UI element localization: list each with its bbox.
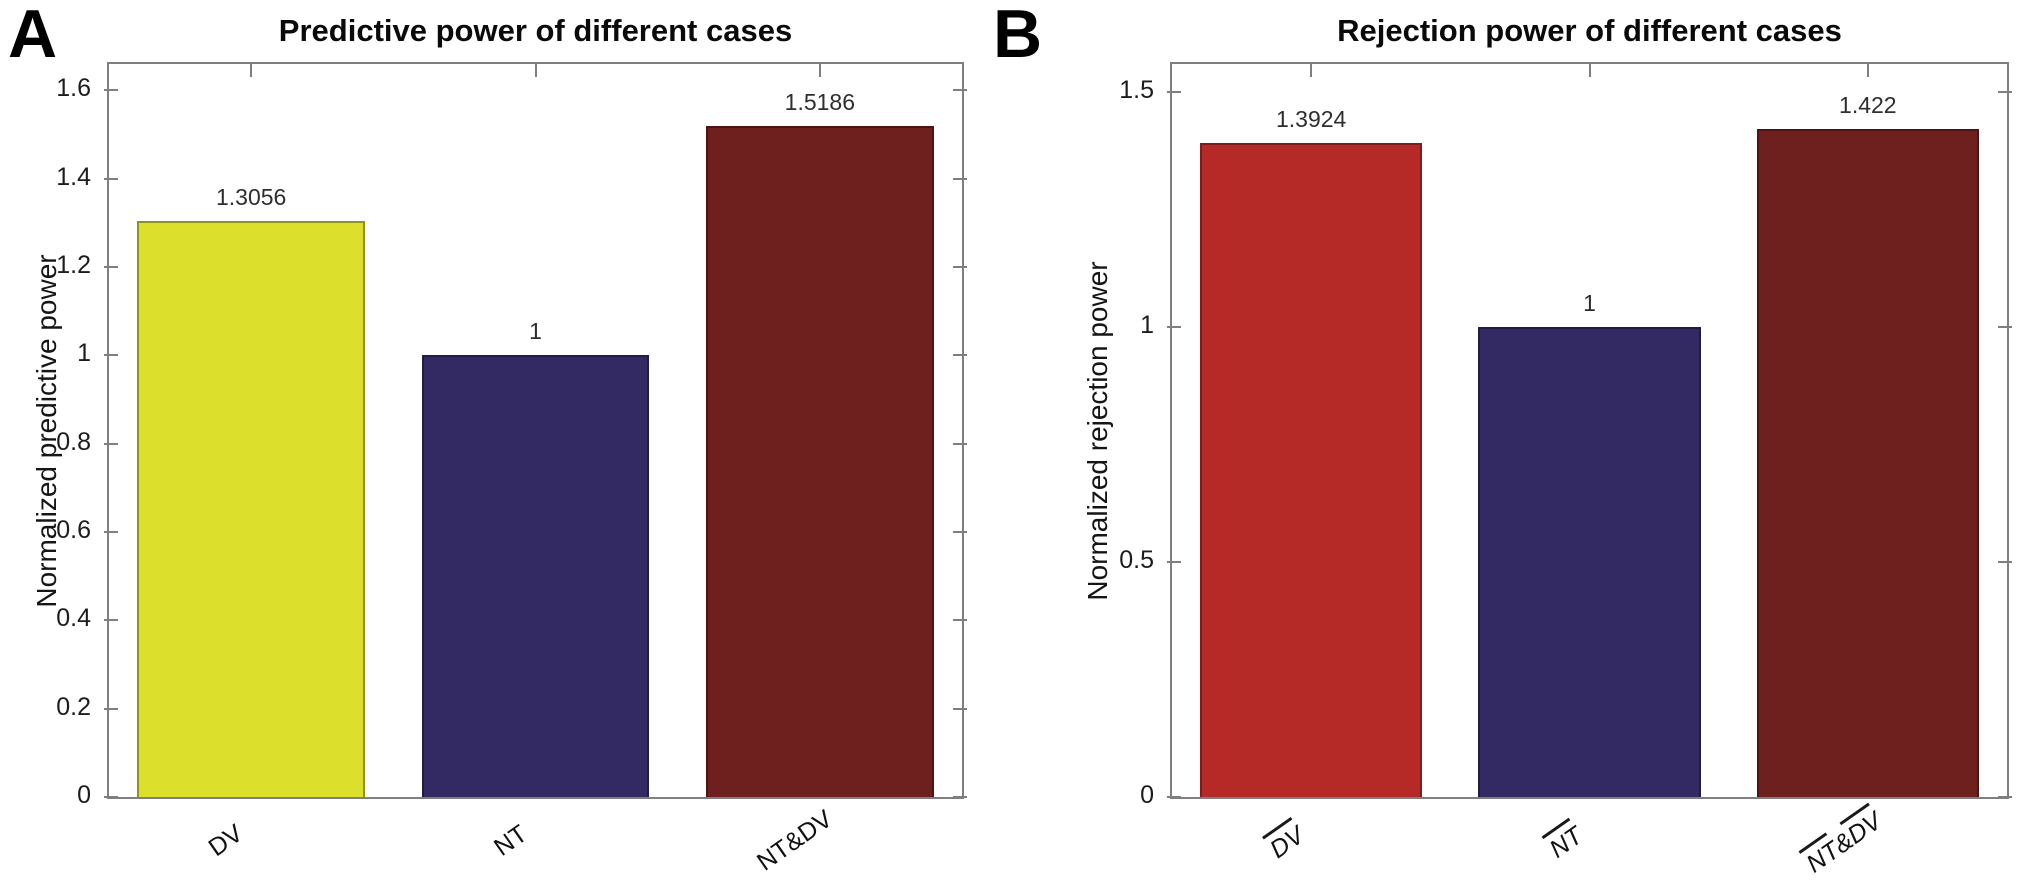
y-axis-tick-mark — [1167, 561, 1181, 564]
bar-value-label: 1 — [529, 318, 542, 345]
y-axis-tick-mark — [104, 619, 118, 622]
y-tick-label: 1.2 — [56, 251, 91, 280]
x-axis-tick-mark — [1310, 64, 1313, 77]
y-axis-tick-mark — [953, 619, 967, 622]
y-axis-tick-mark — [104, 796, 118, 798]
y-axis-tick-mark — [1167, 326, 1181, 329]
panel-b-letter: B — [993, 0, 1042, 72]
panel-a-letter: A — [8, 0, 57, 72]
y-axis-tick-mark — [104, 707, 118, 710]
bar — [706, 126, 934, 797]
x-tick-segment-overlined: DV — [1262, 817, 1311, 865]
y-tick-label: 0.5 — [1119, 546, 1154, 575]
bar — [1756, 128, 1980, 797]
y-axis-tick-mark — [1167, 796, 1181, 798]
panel-b-plot-area: Rejection power of different cases Norma… — [1082, 13, 2012, 880]
bar — [137, 220, 365, 797]
x-axis-tick-mark — [1866, 64, 1869, 77]
y-axis-tick-mark — [1998, 561, 2012, 564]
y-tick-label: 0.8 — [56, 427, 91, 456]
y-axis-tick-mark — [953, 442, 967, 445]
panel-b-title: Rejection power of different cases — [1337, 13, 1842, 48]
x-tick-label: DV — [1262, 817, 1311, 865]
x-axis-tick-mark — [1588, 64, 1591, 77]
panel-a-plot-area: Predictive power of different cases Norm… — [31, 13, 967, 876]
y-axis-tick-mark — [953, 707, 967, 710]
x-tick-label: NT&DV — [752, 805, 838, 877]
y-tick-label: 1 — [77, 339, 91, 368]
y-axis-tick-mark — [953, 531, 967, 534]
y-axis-tick-mark — [104, 442, 118, 445]
bar-value-label: 1.3056 — [215, 183, 287, 210]
panel-a: A Predictive power of different cases No… — [0, 0, 1012, 896]
x-axis-tick-mark — [818, 64, 821, 77]
x-tick-segment: NT&DV — [751, 804, 838, 877]
x-axis-tick-mark — [534, 64, 537, 77]
y-tick-label: 0 — [1140, 781, 1154, 810]
y-tick-label: 1 — [1140, 311, 1154, 340]
y-tick-label: 1.5 — [1119, 76, 1154, 105]
y-axis-tick-mark — [953, 354, 967, 357]
x-tick-label: NT — [489, 820, 533, 863]
bar — [1478, 327, 1701, 797]
panel-b: B Rejection power of different cases Nor… — [985, 0, 2031, 896]
y-axis-tick-mark — [953, 177, 967, 180]
bar-value-label: 1.3924 — [1275, 105, 1347, 132]
y-axis-tick-mark — [1998, 91, 2012, 94]
y-axis-tick-mark — [104, 177, 118, 180]
y-axis-tick-mark — [953, 266, 967, 269]
x-axis-tick-mark — [250, 64, 253, 77]
y-tick-label: 0 — [77, 781, 91, 810]
y-tick-label: 0.6 — [56, 516, 91, 545]
bar — [421, 355, 650, 797]
bar-value-label: 1 — [1583, 290, 1596, 317]
y-tick-label: 0.4 — [56, 604, 91, 633]
x-tick-label: NT & DV — [1798, 802, 1888, 880]
y-axis-tick-mark — [104, 89, 118, 92]
y-axis-tick-mark — [1998, 326, 2012, 329]
y-axis-tick-mark — [104, 354, 118, 357]
y-axis-tick-mark — [953, 796, 967, 798]
y-axis-tick-mark — [1998, 796, 2012, 798]
y-axis-tick-mark — [104, 266, 118, 269]
y-tick-label: 0.2 — [56, 692, 91, 721]
x-tick-label: NT — [1541, 817, 1588, 865]
y-axis-tick-mark — [104, 531, 118, 534]
x-tick-segment: NT — [488, 819, 532, 862]
y-tick-label: 1.6 — [56, 74, 91, 103]
x-tick-label: DV — [204, 819, 249, 863]
x-tick-segment-overlined: NT — [1541, 817, 1588, 865]
bar-value-label: 1.5186 — [784, 89, 856, 116]
bar — [1199, 142, 1423, 797]
y-axis-tick-mark — [953, 89, 967, 92]
x-tick-segment: DV — [203, 819, 249, 863]
y-tick-label: 1.4 — [56, 162, 91, 191]
y-axis-tick-mark — [1167, 91, 1181, 94]
bar-value-label: 1.422 — [1839, 91, 1897, 118]
panel-a-title: Predictive power of different cases — [278, 13, 793, 48]
